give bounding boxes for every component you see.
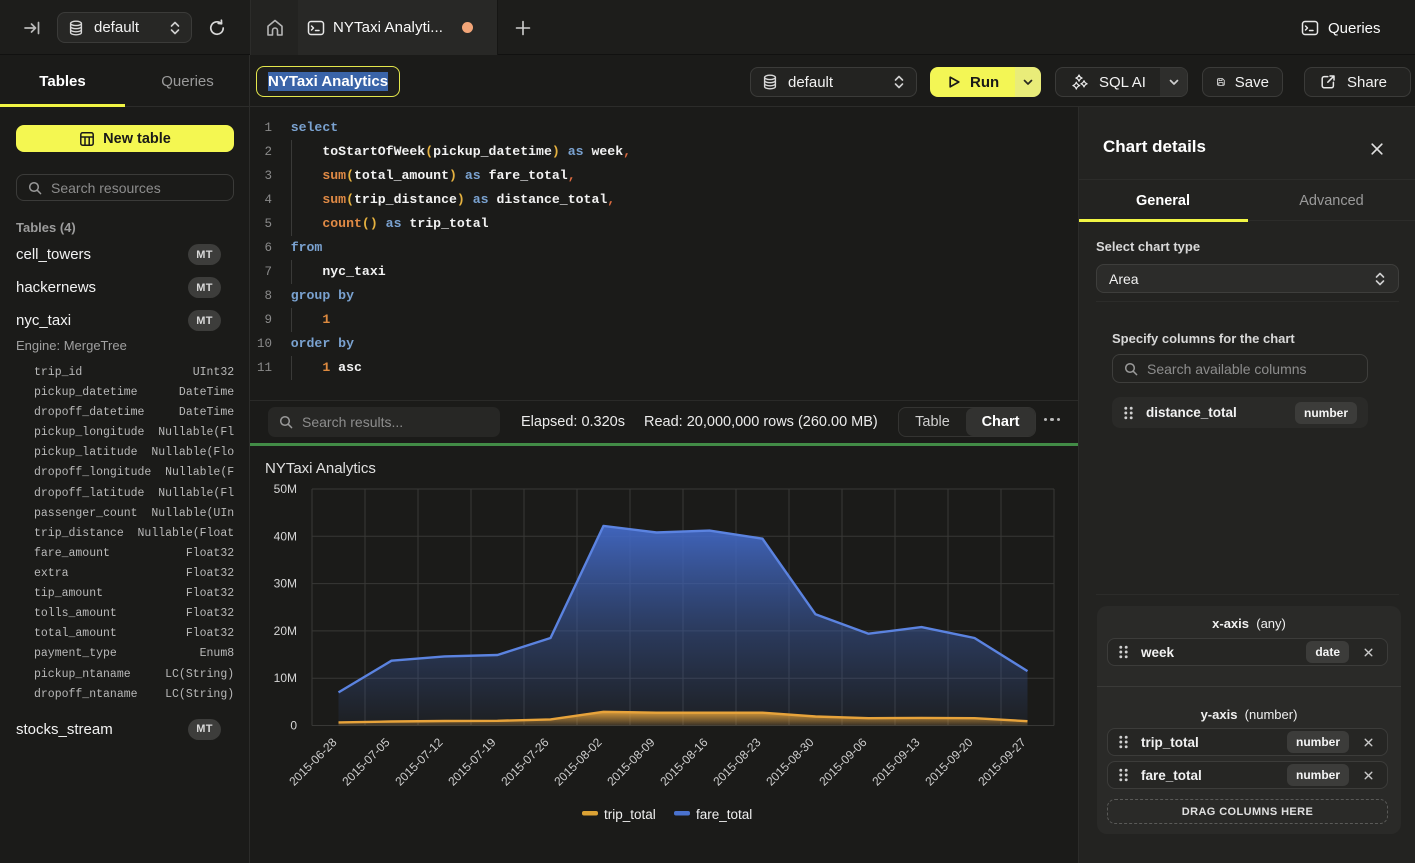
svg-text:10M: 10M	[274, 671, 297, 685]
svg-text:2015-07-12: 2015-07-12	[392, 735, 446, 789]
svg-text:2015-07-05: 2015-07-05	[339, 735, 393, 789]
svg-text:2015-09-20: 2015-09-20	[922, 735, 976, 789]
svg-text:2015-08-30: 2015-08-30	[763, 735, 817, 789]
svg-text:40M: 40M	[274, 529, 297, 543]
svg-text:2015-08-23: 2015-08-23	[710, 735, 764, 789]
svg-text:30M: 30M	[274, 577, 297, 591]
svg-text:2015-08-16: 2015-08-16	[657, 735, 711, 789]
svg-text:trip_total: trip_total	[604, 807, 656, 822]
svg-text:20M: 20M	[274, 624, 297, 638]
svg-text:2015-07-26: 2015-07-26	[498, 735, 552, 789]
svg-text:0: 0	[290, 719, 297, 733]
svg-text:2015-09-13: 2015-09-13	[869, 735, 923, 789]
svg-text:fare_total: fare_total	[696, 807, 752, 822]
svg-text:2015-08-02: 2015-08-02	[551, 735, 605, 789]
svg-text:2015-06-28: 2015-06-28	[286, 735, 340, 789]
svg-text:2015-09-06: 2015-09-06	[816, 735, 870, 789]
svg-text:50M: 50M	[274, 482, 297, 496]
svg-text:2015-07-19: 2015-07-19	[445, 735, 499, 789]
svg-text:NYTaxi Analytics: NYTaxi Analytics	[265, 460, 376, 477]
svg-text:2015-09-27: 2015-09-27	[975, 735, 1029, 789]
svg-text:2015-08-09: 2015-08-09	[604, 735, 658, 789]
